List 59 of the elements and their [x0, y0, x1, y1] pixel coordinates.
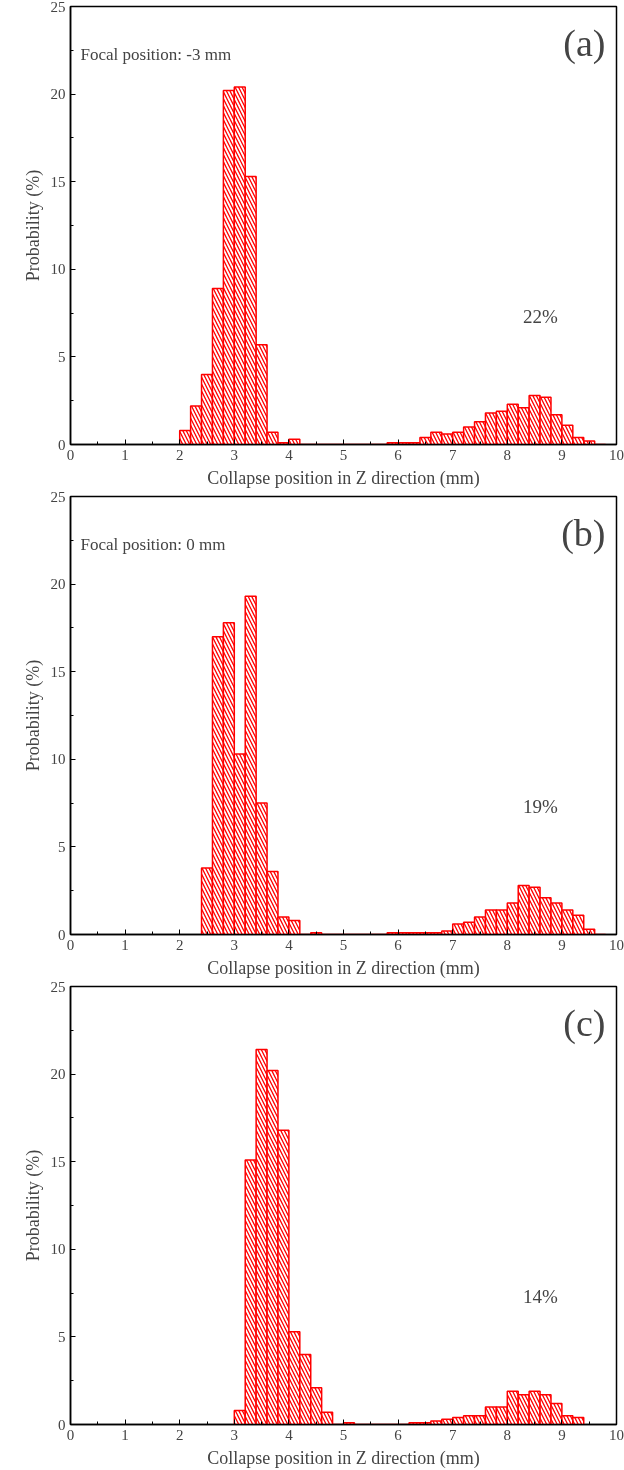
x-tick-label: 3 [230, 936, 239, 953]
x-tick-label: 1 [121, 936, 129, 953]
x-tick-label: 4 [285, 446, 294, 463]
x-tick-label: 6 [394, 1426, 403, 1443]
text: Focal position: 0 mm [80, 535, 226, 554]
x-tick-label: 4 [285, 936, 294, 953]
x-tick-label: 2 [175, 446, 184, 463]
annotation: 14% [523, 1285, 559, 1307]
text: Focal position: -3 mm [80, 45, 232, 64]
y-tick-label: 20 [50, 1066, 66, 1083]
y-axis-title: Probability (%) [22, 169, 44, 282]
x-tick-label: 10 [609, 446, 624, 463]
x-tick-label: 6 [394, 936, 403, 953]
x-tick-label: 1 [121, 1426, 129, 1443]
x-tick-label: 8 [503, 936, 512, 953]
x-tick-label: 8 [503, 446, 512, 463]
y-tick-label: 5 [58, 348, 66, 365]
x-tick-label: 10 [609, 1426, 624, 1443]
annotation: 19% [523, 795, 559, 817]
x-tick-label: 3 [230, 1426, 239, 1443]
x-tick-label: 5 [339, 1426, 348, 1443]
y-tick-label: 25 [50, 978, 66, 995]
y-tick-label: 10 [50, 1241, 66, 1258]
x-tick-label: 10 [609, 936, 624, 953]
y-tick-label: 20 [50, 576, 66, 593]
x-tick-label: 9 [558, 936, 566, 953]
y-axis-title: Probability (%) [22, 1149, 44, 1262]
x-tick-label: 7 [448, 446, 457, 463]
x-tick-label: 9 [558, 1426, 566, 1443]
chart-title: (c) [563, 1001, 606, 1045]
x-tick-label: 5 [339, 936, 348, 953]
x-tick-label: 9 [558, 446, 566, 463]
chart-title: (a) [563, 21, 606, 65]
x-axis-title: Collapse position in Z direction (mm) [207, 957, 480, 979]
x-tick-label: 2 [175, 936, 184, 953]
x-tick-label: 7 [448, 936, 457, 953]
x-tick-label: 1 [121, 446, 129, 463]
chart-title: (b) [561, 511, 606, 555]
y-tick-label: 5 [58, 1328, 66, 1345]
x-axis-title: Collapse position in Z direction (mm) [207, 467, 480, 489]
y-tick-label: 10 [50, 261, 66, 278]
annotation: 22% [523, 305, 559, 327]
y-tick-label: 15 [50, 663, 66, 680]
x-axis-title: Collapse position in Z direction (mm) [207, 1447, 480, 1469]
x-tick-label: 5 [339, 446, 348, 463]
x-tick-label: 7 [448, 1426, 457, 1443]
x-tick-label: 8 [503, 1426, 512, 1443]
x-tick-label: 4 [285, 1426, 294, 1443]
y-tick-label: 15 [50, 1153, 66, 1170]
y-tick-label: 20 [50, 86, 66, 103]
x-tick-label: 3 [230, 446, 239, 463]
x-tick-label: 2 [175, 1426, 184, 1443]
y-axis-title: Probability (%) [22, 659, 44, 772]
y-tick-label: 5 [58, 838, 66, 855]
x-tick-label: 6 [394, 446, 403, 463]
y-tick-label: 15 [50, 173, 66, 190]
y-tick-label: 10 [50, 751, 66, 768]
y-tick-label: 25 [50, 0, 66, 15]
y-tick-label: 25 [50, 488, 66, 505]
